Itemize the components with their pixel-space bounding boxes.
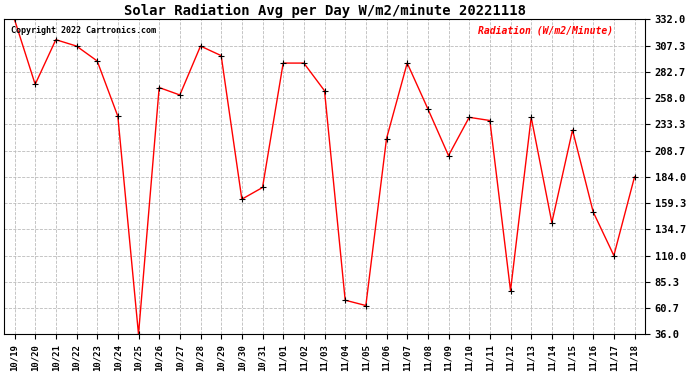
- Text: Copyright 2022 Cartronics.com: Copyright 2022 Cartronics.com: [10, 26, 155, 35]
- Title: Solar Radiation Avg per Day W/m2/minute 20221118: Solar Radiation Avg per Day W/m2/minute …: [124, 4, 526, 18]
- Text: Radiation (W/m2/Minute): Radiation (W/m2/Minute): [478, 26, 613, 36]
